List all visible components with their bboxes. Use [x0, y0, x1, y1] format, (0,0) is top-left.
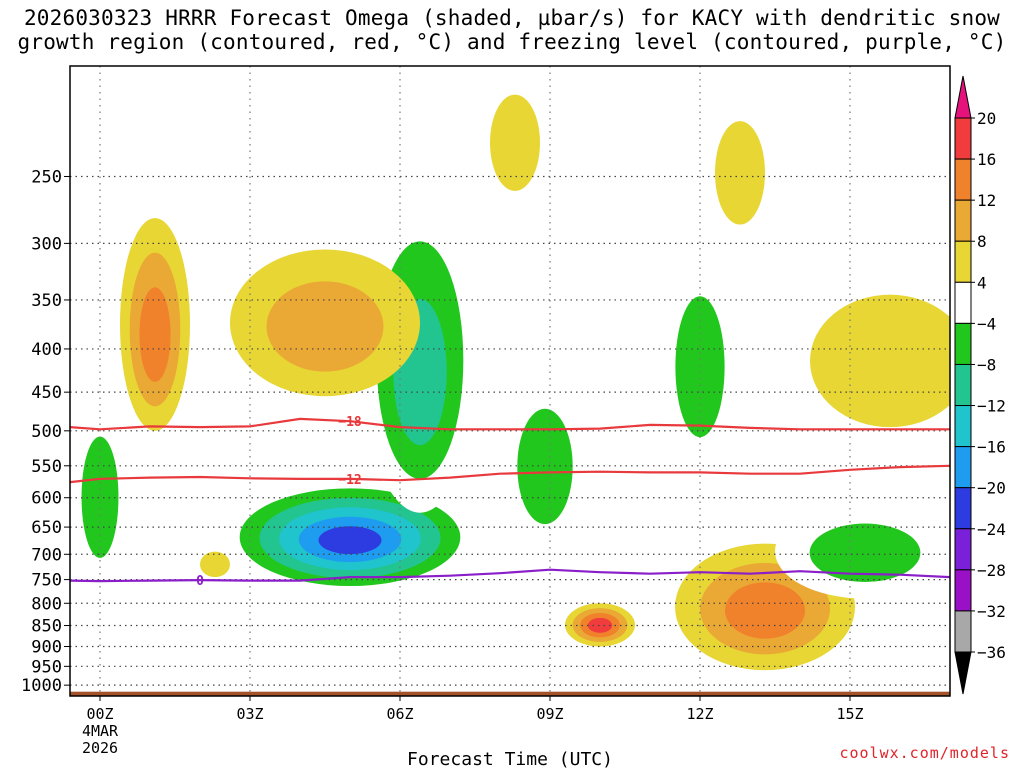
contour-label-dendritic_-12: −12 [338, 473, 361, 488]
colorbar-label: 4 [977, 273, 987, 292]
contour-label-dendritic_-18: −18 [338, 415, 362, 430]
omega-region-4-level-1 [266, 281, 384, 372]
axes: 2503003504004505005506006507007508008509… [21, 65, 951, 757]
contour-dendritic_-18 [70, 417, 950, 431]
colorbar-bin-2 [954, 199, 972, 242]
contour-label-text: 0 [196, 574, 204, 589]
colorbar-bin-8 [954, 446, 972, 489]
y-tick-label: 300 [31, 234, 62, 254]
contour-label-text: −18 [338, 415, 362, 430]
colorbar-label: 8 [977, 232, 987, 251]
colorbar-bin-0 [954, 117, 972, 160]
grid [70, 66, 950, 696]
omega-region-0-level-2 [139, 287, 171, 382]
omega-region-2-level-5 [318, 526, 382, 555]
omega-region-5-level-0 [440, 582, 560, 649]
contour-label-text: −12 [338, 473, 361, 488]
colorbar-label: −20 [977, 479, 1006, 498]
colorbar-label: 20 [977, 109, 996, 128]
colorbar: 20 16 12 8 4 −4 −8 −12 −16 −20 −24 −28 −32 −36 [954, 75, 1006, 695]
omega-region-8-level-1 [675, 296, 725, 438]
colorbar-bin-4 [954, 281, 972, 324]
colorbar-bin-12 [954, 610, 972, 653]
omega-region-12-level-0 [490, 94, 540, 191]
colorbar-bin-10 [954, 528, 972, 571]
credit-text: coolwx.com/models [839, 744, 1010, 762]
y-tick-label: 900 [31, 637, 62, 657]
x-tick-label: 03Z [236, 705, 263, 723]
chart-title: 2026030323 HRRR Forecast Omega (shaded, … [17, 6, 1007, 54]
x-tick-date-label: 2026 [82, 739, 118, 757]
colorbar-label: −36 [977, 643, 1006, 662]
contour-label-freezing_level_0: 0 [196, 574, 204, 589]
colorbar-bin-11 [954, 569, 972, 612]
contour-dendritic_-12 [70, 464, 950, 484]
colorbar-top-arrow [954, 75, 972, 119]
y-tick-label: 650 [31, 518, 62, 538]
plot-frame [69, 65, 951, 697]
x-axis-label: Forecast Time (UTC) [407, 749, 613, 768]
omega-region-10-level-1 [809, 523, 921, 582]
y-tick-label: 250 [31, 167, 62, 187]
x-tick-label: 12Z [686, 705, 713, 723]
colorbar-bin-1 [954, 158, 972, 201]
terrain [70, 691, 950, 696]
x-tick-label: 09Z [536, 705, 563, 723]
y-tick-label: 1000 [21, 676, 62, 696]
colorbar-label: −12 [977, 397, 1006, 416]
x-tick-date-label: 4MAR [82, 722, 119, 740]
x-tick-label: 06Z [386, 705, 413, 723]
omega-region-9-level-2 [725, 582, 805, 639]
y-tick-label: 850 [31, 617, 62, 637]
colorbar-bin-3 [954, 240, 972, 283]
colorbar-label: −32 [977, 602, 1006, 621]
y-tick-label: 450 [31, 383, 62, 403]
omega-region-13-level-0 [715, 121, 765, 225]
contours: −18 −12 0 [70, 415, 950, 589]
y-tick-label: 500 [31, 422, 62, 442]
y-tick-label: 400 [31, 340, 62, 360]
omega-region-7-level-3 [587, 617, 613, 633]
y-tick-label: 350 [31, 291, 62, 311]
colorbar-label: −28 [977, 561, 1006, 580]
colorbar-bin-5 [954, 322, 972, 365]
x-tick-label: 00Z [86, 705, 113, 723]
omega-region-11-level-0 [810, 294, 950, 428]
contour-freezing_level_0 [70, 568, 950, 583]
colorbar-label: −16 [977, 438, 1006, 457]
colorbar-bin-9 [954, 487, 972, 530]
y-tick-label: 800 [31, 594, 62, 614]
y-tick-label: 600 [31, 489, 62, 509]
y-tick-label: 550 [31, 457, 62, 477]
colorbar-bottom-arrow [954, 651, 972, 695]
colorbar-label: 16 [977, 150, 996, 169]
colorbar-label: −24 [977, 520, 1006, 539]
colorbar-bin-6 [954, 363, 972, 407]
terrain-strip [70, 691, 950, 696]
x-tick-label: 15Z [836, 705, 863, 723]
omega-region-6-level-1 [517, 408, 573, 525]
colorbar-label: 12 [977, 191, 996, 210]
y-tick-label: 700 [31, 545, 62, 565]
y-tick-label: 950 [31, 657, 62, 677]
y-tick-label: 750 [31, 571, 62, 591]
colorbar-label: −8 [977, 355, 996, 374]
colorbar-label: −4 [977, 314, 996, 333]
colorbar-bin-7 [954, 405, 972, 448]
omega-region-14-level-0 [200, 551, 230, 578]
